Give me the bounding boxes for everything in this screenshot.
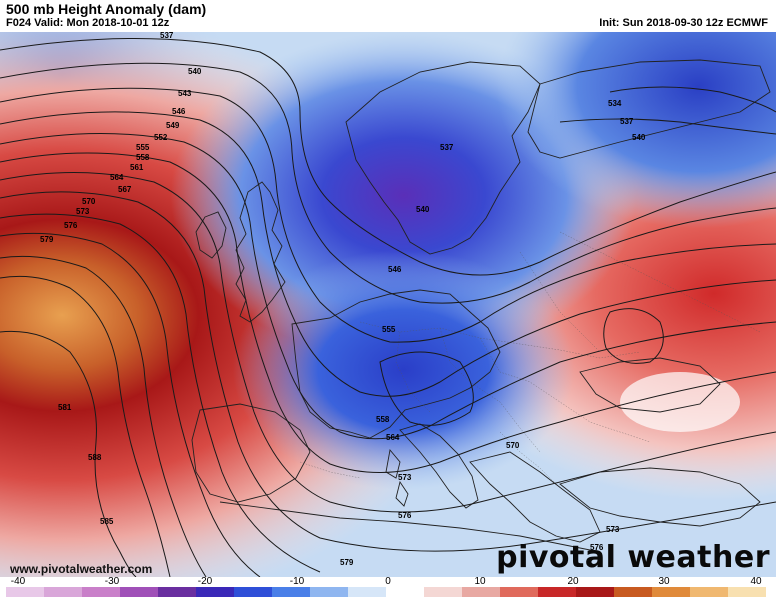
colorbar-segment — [348, 587, 387, 597]
colorbar-segment — [576, 587, 615, 597]
contour-label: 581 — [58, 403, 72, 412]
colorbar-tick: -30 — [104, 576, 120, 587]
colorbar-segment — [82, 587, 121, 597]
map-title: 500 mb Height Anomaly (dam) — [6, 1, 207, 17]
colorbar-segment — [120, 587, 159, 597]
contour-label: 561 — [130, 163, 144, 172]
contour-label: 564 — [386, 433, 400, 442]
contour-label: 540 — [416, 205, 430, 214]
colorbar-segment — [538, 587, 577, 597]
contour-label: 564 — [110, 173, 124, 182]
contour-label: 579 — [40, 235, 54, 244]
contour-label: 558 — [136, 153, 150, 162]
country-borders — [299, 231, 761, 485]
colorbar-tick: 20 — [567, 576, 579, 587]
colorbar-segment — [6, 587, 45, 597]
contour-label: 540 — [188, 67, 202, 76]
contour-label: 555 — [382, 325, 396, 334]
colorbar — [6, 587, 766, 597]
coastlines — [191, 59, 771, 553]
map-header: 500 mb Height Anomaly (dam) F024 Valid: … — [0, 0, 776, 32]
colorbar-segment — [652, 587, 691, 597]
contour-label: 567 — [118, 185, 132, 194]
contour-label: 552 — [154, 133, 168, 142]
colorbar-tick: -40 — [10, 576, 26, 587]
contour-label: 570 — [82, 197, 96, 206]
contour-label: 537 — [620, 117, 634, 126]
contour-label: 558 — [376, 415, 390, 424]
contour-label: 546 — [172, 107, 186, 116]
colorbar-segment — [310, 587, 349, 597]
contour-labels: 537 540 543 546 549 552 555 558 561 564 … — [40, 32, 646, 567]
colorbar-segment — [424, 587, 463, 597]
contour-label: 540 — [632, 133, 646, 142]
height-anomaly-map: 537 540 543 546 549 552 555 558 561 564 … — [0, 32, 776, 577]
contour-label: 549 — [166, 121, 180, 130]
colorbar-ticks: -40 -30 -20 -10 0 10 20 30 40 — [0, 576, 776, 588]
contour-label: 576 — [64, 221, 78, 230]
contour-label: 576 — [590, 543, 604, 552]
colorbar-segment — [462, 587, 501, 597]
contour-label: 573 — [606, 525, 620, 534]
colorbar-segment — [728, 587, 766, 597]
watermark-url: www.pivotalweather.com — [10, 562, 153, 576]
colorbar-segment — [44, 587, 83, 597]
contour-label: 585 — [100, 517, 114, 526]
colorbar-tick: 30 — [658, 576, 670, 587]
colorbar-tick: -20 — [197, 576, 213, 587]
cold-anomaly-northeast — [0, 32, 776, 577]
contour-label: 573 — [398, 473, 412, 482]
contour-label: 588 — [88, 453, 102, 462]
colorbar-segment — [614, 587, 653, 597]
contour-label: 555 — [136, 143, 150, 152]
contour-label: 546 — [388, 265, 402, 274]
init-time: Init: Sun 2018-09-30 12z ECMWF — [599, 17, 768, 29]
colorbar-tick: -10 — [289, 576, 305, 587]
contour-label: 579 — [340, 558, 354, 567]
colorbar-segment — [500, 587, 539, 597]
contour-label: 576 — [398, 511, 412, 520]
valid-time: F024 Valid: Mon 2018-10-01 12z — [6, 17, 170, 29]
contour-label: 573 — [76, 207, 90, 216]
colorbar-tick: 10 — [474, 576, 486, 587]
colorbar-tick: 40 — [750, 576, 762, 587]
colorbar-tick: 0 — [385, 576, 391, 587]
colorbar-segment — [158, 587, 197, 597]
colorbar-segment — [196, 587, 235, 597]
pivotal-weather-logo: pivotal weather — [496, 540, 770, 575]
colorbar-segment — [386, 587, 425, 597]
map-canvas: 537 540 543 546 549 552 555 558 561 564 … — [0, 32, 776, 577]
colorbar-segment — [234, 587, 273, 597]
contour-label: 570 — [506, 441, 520, 450]
contour-label: 537 — [160, 32, 174, 40]
contour-label: 537 — [440, 143, 454, 152]
colorbar-segment — [690, 587, 729, 597]
colorbar-segment — [272, 587, 311, 597]
contour-label: 534 — [608, 99, 622, 108]
contour-label: 543 — [178, 89, 192, 98]
height-contours — [0, 37, 776, 577]
